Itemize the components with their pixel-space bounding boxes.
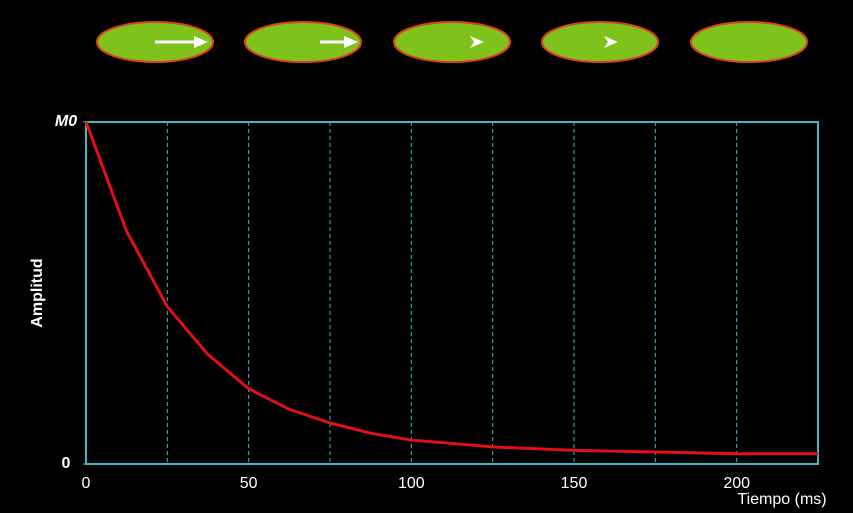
arrow-head — [470, 36, 484, 48]
arrow-head — [344, 36, 358, 48]
x-tick-label: 50 — [240, 475, 258, 492]
spin — [244, 21, 362, 63]
spins — [96, 21, 808, 63]
x-tick-label: 0 — [82, 475, 91, 492]
plot-frame — [85, 121, 819, 465]
y-tick-label: 0 — [62, 455, 71, 472]
x-tick-label: 150 — [561, 475, 588, 492]
x-tick-label: 100 — [398, 475, 425, 492]
x-tick-label: 200 — [723, 475, 750, 492]
spin — [690, 21, 808, 63]
y-axis-label: Amplitud — [29, 258, 46, 327]
spin — [541, 21, 659, 63]
y-tick-label: M0 — [55, 113, 77, 130]
line — [84, 121, 818, 456]
arrows — [155, 36, 618, 48]
x-axis-label: Tiempo (ms) — [737, 491, 826, 508]
arrow-head — [604, 36, 618, 48]
arrow-head — [194, 36, 208, 48]
spin — [393, 21, 511, 63]
